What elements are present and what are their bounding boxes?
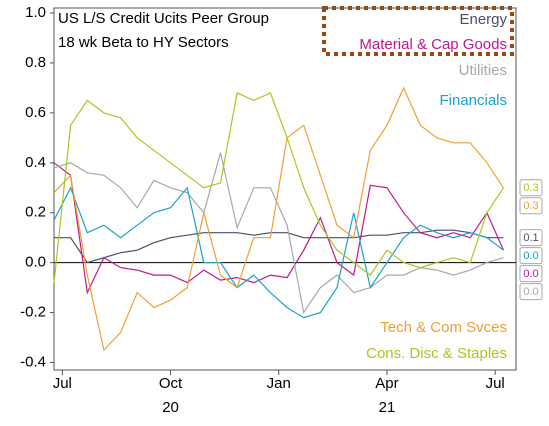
x-tick-label: Oct <box>159 375 183 392</box>
legend-entry: Financials <box>439 92 507 109</box>
end-label: 0.3 <box>523 200 538 212</box>
series-line <box>53 86 504 352</box>
series-line <box>53 186 504 319</box>
end-label: 0.1 <box>523 232 538 244</box>
x-tick-label: Apr <box>375 375 398 392</box>
end-label-box <box>519 265 543 283</box>
x-tick-label: Jul <box>53 375 72 392</box>
highlight-box <box>322 6 514 56</box>
plot-frame <box>53 7 517 371</box>
end-label: 0.0 <box>523 268 538 280</box>
chart-subtitle: 18 wk Beta to HY Sectors <box>58 34 229 51</box>
chart-title: US L/S Credit Ucits Peer Group <box>58 10 269 27</box>
x-tick-label: Jul <box>486 375 505 392</box>
series-line <box>54 229 504 264</box>
end-label-box <box>519 247 543 265</box>
legend-entry: Cons. Disc & Staples <box>366 345 507 362</box>
y-tick-label: 0.2 <box>25 204 46 221</box>
y-tick-label: 0.6 <box>25 104 46 121</box>
end-label: 0.0 <box>523 286 538 298</box>
y-tick-label: 0.4 <box>25 154 46 171</box>
series-line <box>53 92 504 283</box>
legend-entry: Material & Cap Goods <box>359 36 507 53</box>
end-label-box <box>519 179 543 197</box>
series-line <box>53 162 505 295</box>
end-label-box <box>519 197 543 215</box>
year-label: 21 <box>379 399 396 416</box>
legend-entry: Tech & Com Svces <box>380 319 507 336</box>
end-label-box <box>519 283 543 301</box>
year-label: 20 <box>162 399 179 416</box>
y-tick-label: -0.2 <box>20 304 46 321</box>
x-tick-label: Jan <box>267 375 291 392</box>
y-tick-label: 1.0 <box>25 4 46 21</box>
y-tick-label: 0.8 <box>25 54 46 71</box>
end-label: 0.3 <box>523 182 538 194</box>
legend-entry: Energy <box>459 11 507 28</box>
legend-entry: Utilities <box>459 62 507 79</box>
y-tick-label: 0.0 <box>25 254 46 271</box>
end-label: 0.0 <box>523 250 538 262</box>
end-label-box <box>519 229 543 247</box>
series-line <box>53 152 504 315</box>
y-tick-label: -0.4 <box>20 353 46 370</box>
